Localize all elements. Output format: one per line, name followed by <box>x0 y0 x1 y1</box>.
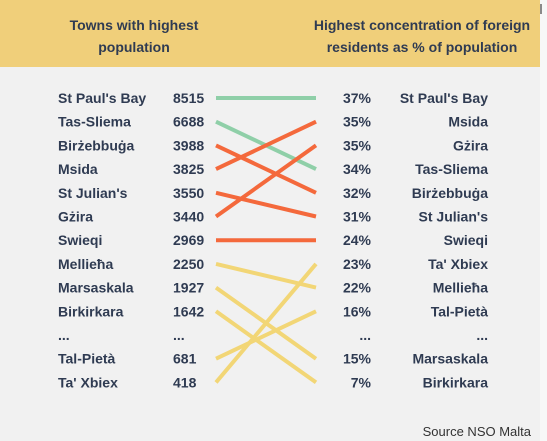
left-town-label: Ta' Xbiex <box>58 374 118 390</box>
percent-value: 15% <box>343 351 372 367</box>
percent-value: ... <box>359 327 371 343</box>
right-town-label: Mellieħa <box>433 280 488 296</box>
left-town-label: Tal-Pietà <box>58 351 116 367</box>
percent-value: 37% <box>343 90 372 106</box>
slope-line <box>214 309 318 385</box>
right-town-label: Birkirkara <box>423 374 489 390</box>
percent-value: 31% <box>343 209 372 225</box>
right-town-label: Birżebbuġa <box>412 185 488 201</box>
slope-line <box>215 143 317 195</box>
right-town-label: Ta' Xbiex <box>428 256 488 272</box>
percent-value: 22% <box>343 280 372 296</box>
percent-value: 35% <box>343 114 372 130</box>
left-town-label: Birżebbuġa <box>58 137 134 153</box>
left-town-label: St Julian's <box>58 185 128 201</box>
right-town-label: Tas-Sliema <box>415 161 488 177</box>
left-town-label: Birkirkara <box>58 303 124 319</box>
right-town-label: Msida <box>448 114 488 130</box>
percent-value: 32% <box>343 185 372 201</box>
population-value: 1642 <box>173 303 204 319</box>
percent-value: 35% <box>343 137 372 153</box>
percent-value: 23% <box>343 256 372 272</box>
population-value: 2250 <box>173 256 204 272</box>
left-town-label: Msida <box>58 161 98 177</box>
right-town-label: Gżira <box>453 137 488 153</box>
slope-line <box>215 119 317 171</box>
slope-line <box>215 190 317 219</box>
right-town-label: Swieqi <box>444 232 488 248</box>
right-town-label: St Paul's Bay <box>400 90 488 106</box>
header-band <box>0 0 540 67</box>
left-town-label: Mellieħa <box>58 256 113 272</box>
percent-value: 24% <box>343 232 372 248</box>
percent-value: 7% <box>351 374 372 390</box>
right-column-title: Highest concentration of foreign residen… <box>313 17 531 55</box>
divider <box>540 4 542 14</box>
population-value: 3550 <box>173 185 204 201</box>
population-value: 418 <box>173 374 197 390</box>
source-note: Source NSO Malta <box>422 424 531 439</box>
population-value: 3825 <box>173 161 204 177</box>
slope-line <box>214 143 318 219</box>
left-town-label: Tas-Sliema <box>58 114 131 130</box>
population-value: 2969 <box>173 232 204 248</box>
right-town-label: Marsaskala <box>412 351 488 367</box>
left-town-label: Marsaskala <box>58 280 134 296</box>
left-town-label: St Paul's Bay <box>58 90 146 106</box>
percent-value: 34% <box>343 161 372 177</box>
left-town-label: Swieqi <box>58 232 102 248</box>
population-value: 1927 <box>173 280 204 296</box>
left-column-title: Towns with highest population <box>69 17 199 55</box>
percent-value: 16% <box>343 303 372 319</box>
slope-line <box>214 262 318 384</box>
population-value: 8515 <box>173 90 204 106</box>
population-value: 681 <box>173 351 197 367</box>
population-value: 3440 <box>173 209 204 225</box>
right-town-label: Tal-Pietà <box>431 303 489 319</box>
population-value: ... <box>173 327 185 343</box>
right-town-label: ... <box>476 327 488 343</box>
slope-line <box>215 309 317 361</box>
left-town-label: ... <box>58 327 70 343</box>
population-value: 6688 <box>173 114 204 130</box>
right-town-label: St Julian's <box>419 209 489 225</box>
population-value: 3988 <box>173 137 204 153</box>
page-edge <box>540 0 547 441</box>
left-town-label: Gżira <box>58 209 93 225</box>
